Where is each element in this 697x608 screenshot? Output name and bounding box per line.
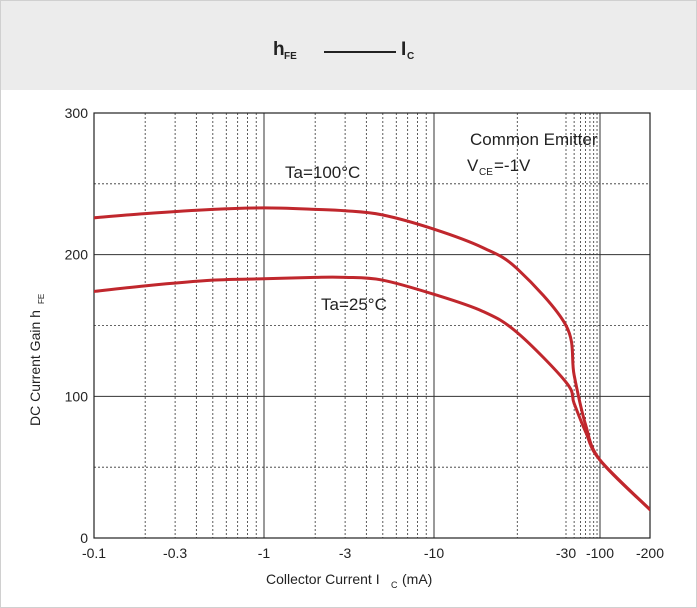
x-tick-labels: -0.1 -0.3 -1 -3 -10 -30 -100 -200 xyxy=(82,545,664,561)
x-tick-label: -1 xyxy=(258,545,271,561)
curves xyxy=(94,206,650,512)
chart-title: h FE I C xyxy=(1,1,696,90)
y-tick-label: 300 xyxy=(65,105,89,121)
title-ic-subscript: C xyxy=(407,51,415,62)
annotation-vce-subscript: CE xyxy=(479,167,493,178)
y-tick-labels: 0 100 200 300 xyxy=(65,105,89,546)
series-label-25c: Ta=25°C xyxy=(321,295,387,314)
x-tick-label: -30 xyxy=(556,545,576,561)
y-axis-label: DC Current Gain h FE xyxy=(27,294,46,426)
x-tick-label: -0.3 xyxy=(163,545,187,561)
x-axis-label-text: Collector Current I xyxy=(266,571,380,587)
y-tick-label: 100 xyxy=(65,388,89,404)
x-axis-label-subscript: C xyxy=(391,580,398,590)
grid xyxy=(94,113,650,538)
series-label-100c: Ta=100°C xyxy=(285,163,360,182)
x-tick-label: -3 xyxy=(339,545,352,561)
title-hfe-symbol: h xyxy=(273,39,285,60)
annotation-vce-value: =-1V xyxy=(494,156,531,175)
x-tick-label: -0.1 xyxy=(82,545,106,561)
y-tick-label: 0 xyxy=(80,530,88,546)
x-tick-label: -100 xyxy=(586,545,614,561)
annotation-vce-symbol: V xyxy=(467,156,479,175)
plot-border xyxy=(93,112,651,539)
chart-header xyxy=(1,1,696,90)
x-axis-label: Collector Current I C (mA) xyxy=(266,571,432,590)
series-line-100c xyxy=(94,206,650,512)
y-axis-label-text: DC Current Gain h xyxy=(27,310,43,426)
title-dash xyxy=(324,51,396,53)
y-tick-label: 200 xyxy=(65,247,89,263)
x-axis-label-unit: (mA) xyxy=(402,571,432,587)
title-ic-symbol: I xyxy=(401,39,407,60)
x-tick-label: -200 xyxy=(636,545,664,561)
title-hfe-subscript: FE xyxy=(284,51,297,62)
y-axis-label-subscript: FE xyxy=(37,294,46,304)
series-line-25c xyxy=(94,275,650,512)
x-tick-label: -10 xyxy=(424,545,444,561)
annotation-common-emitter: Common Emitter xyxy=(470,130,598,149)
